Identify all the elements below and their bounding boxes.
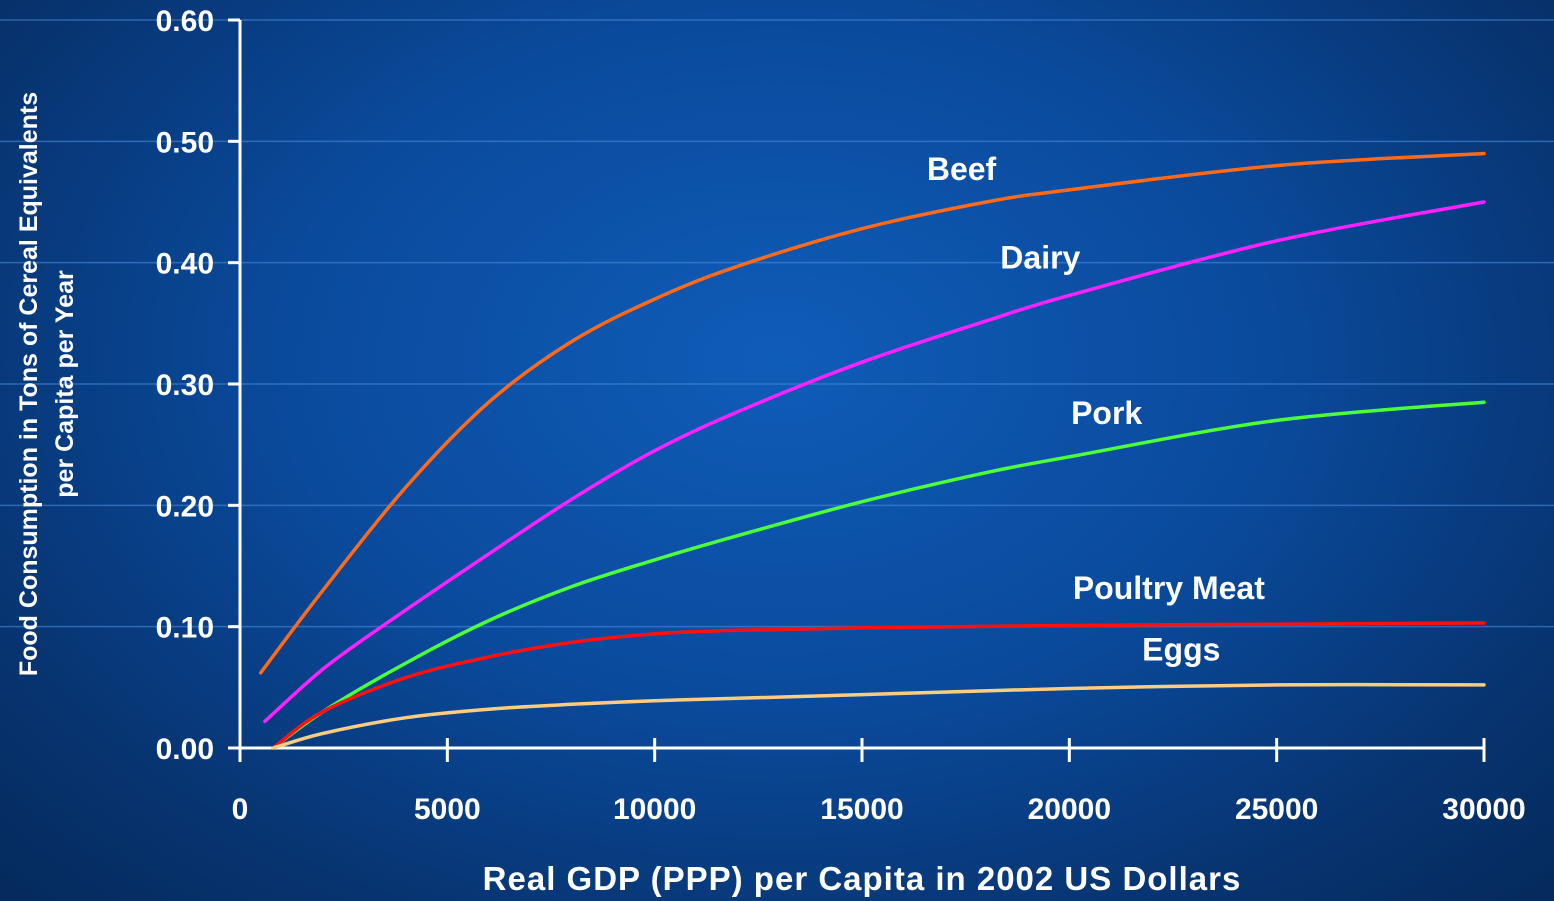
series-line-dairy [263,200,1486,724]
series-label-poultry-meat: Poultry Meat [1073,570,1265,606]
series-label-beef: Beef [927,151,997,187]
ticks: 0.00 0.10 0.20 0.30 0.40 0.50 0.60 0 5000 10000 15… [156,5,1526,826]
x-tick-label: 5000 [414,793,481,826]
x-axis-title: Real GDP (PPP) per Capita in 2002 US Dol… [483,860,1242,897]
x-tick-label: 10000 [613,793,696,826]
y-axis-title-line-1: Food Consumption in Tons of Cereal Equiv… [15,92,43,676]
series-label-pork: Pork [1071,395,1142,431]
y-tick-label: 0.30 [156,369,214,402]
y-axis-title: Food Consumption in Tons of Cereal Equiv… [15,92,79,676]
grid-lines [0,19,1554,628]
x-tick-label: 30000 [1442,793,1525,826]
x-tick-label: 0 [232,793,249,826]
series-line-eggs [271,682,1486,750]
series-line-poultry-meat [271,621,1486,750]
x-tick-label: 15000 [820,793,903,826]
series-labels: Beef Dairy Pork Poultry Meat Eggs [927,151,1265,667]
y-tick-label: 0.50 [156,126,214,159]
series-label-eggs: Eggs [1142,632,1220,668]
series-label-dairy: Dairy [1000,240,1080,276]
y-tick-label: 0.20 [156,490,214,523]
series-lines [258,151,1486,750]
x-tick-label: 25000 [1235,793,1318,826]
y-tick-label: 0.10 [156,612,214,645]
y-tick-label: 0.00 [156,733,214,766]
y-tick-label: 0.60 [156,5,214,38]
y-axis-title-line-2: per Capita per Year [51,270,79,498]
series-line-pork [271,400,1486,750]
y-tick-label: 0.40 [156,248,214,281]
series-line-beef [258,151,1486,675]
x-tick-label: 20000 [1028,793,1111,826]
